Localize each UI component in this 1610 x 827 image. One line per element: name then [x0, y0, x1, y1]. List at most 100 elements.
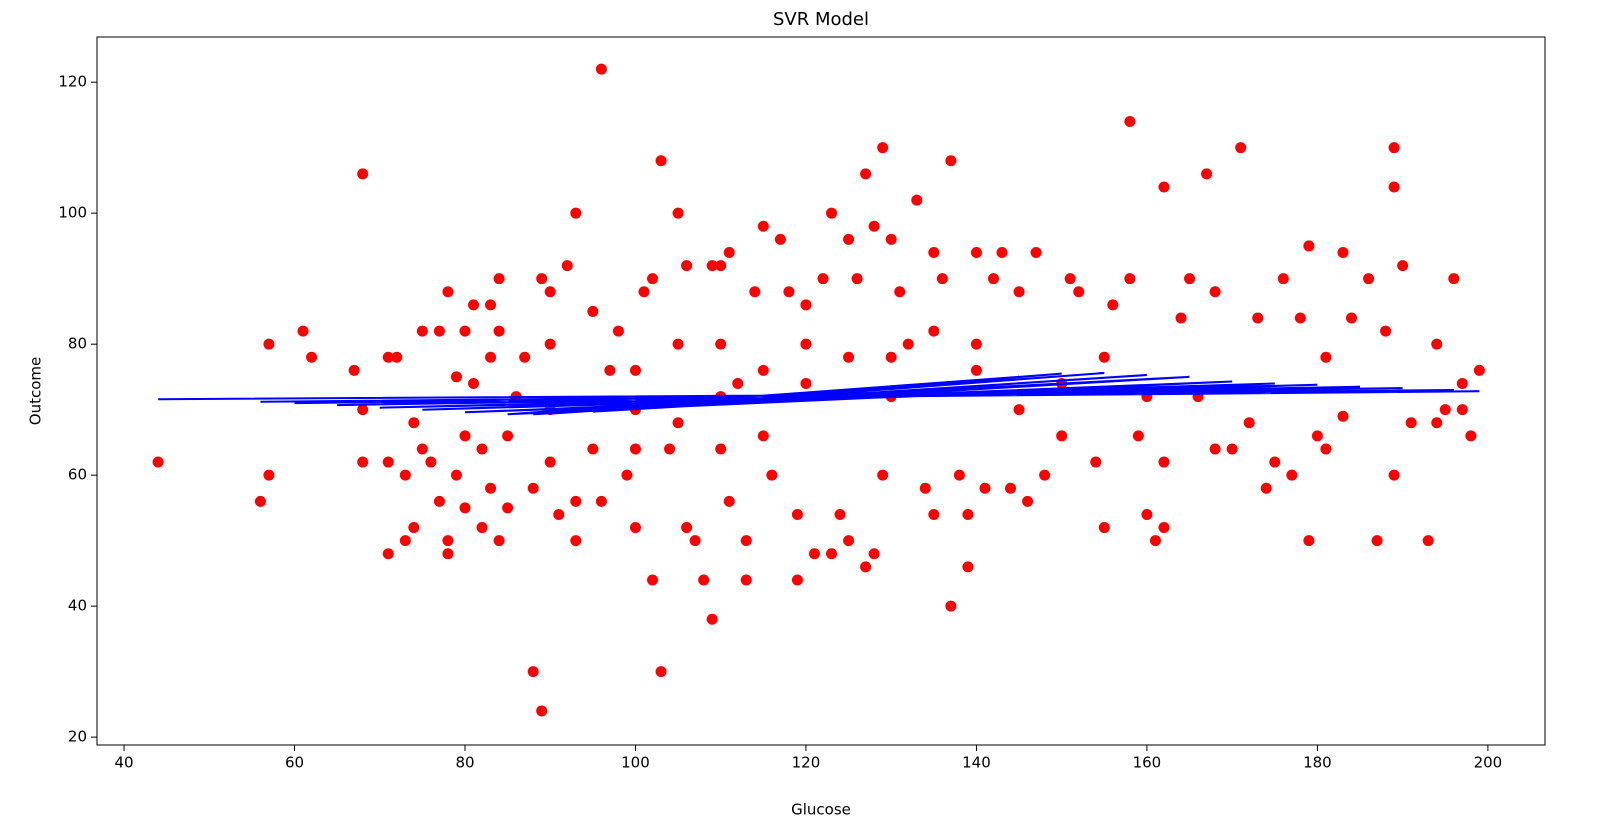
- point: [1311, 430, 1323, 442]
- point: [570, 495, 582, 507]
- point: [587, 443, 599, 455]
- point: [970, 338, 982, 350]
- point: [1363, 273, 1375, 285]
- point: [1405, 417, 1417, 429]
- point: [885, 233, 897, 245]
- point: [1005, 482, 1017, 494]
- point: [919, 482, 931, 494]
- point: [1448, 273, 1460, 285]
- point: [382, 548, 394, 560]
- point: [1098, 351, 1110, 363]
- point: [860, 561, 872, 573]
- point: [1158, 456, 1170, 468]
- point: [425, 456, 437, 468]
- point: [1132, 430, 1144, 442]
- y-axis-label: Outcome: [27, 357, 45, 425]
- point: [783, 286, 795, 298]
- point: [1422, 535, 1434, 547]
- point: [1320, 351, 1332, 363]
- point: [715, 260, 727, 272]
- point: [1175, 312, 1187, 324]
- point: [936, 273, 948, 285]
- x-axis-label: Glucose: [791, 801, 851, 819]
- point: [817, 273, 829, 285]
- point: [570, 535, 582, 547]
- x-tick-label: 100: [621, 754, 650, 772]
- point: [416, 325, 428, 337]
- point: [399, 469, 411, 481]
- point: [655, 155, 667, 167]
- point: [1073, 286, 1085, 298]
- point: [450, 469, 462, 481]
- point: [945, 155, 957, 167]
- point: [1039, 469, 1051, 481]
- y-tick-label: 60: [68, 466, 87, 484]
- point: [544, 286, 556, 298]
- point: [1013, 286, 1025, 298]
- point: [843, 351, 855, 363]
- point: [1388, 469, 1400, 481]
- point: [868, 220, 880, 232]
- point: [433, 495, 445, 507]
- point: [970, 364, 982, 376]
- point: [485, 482, 497, 494]
- point: [1465, 430, 1477, 442]
- chart-title: SVR Model: [773, 9, 869, 30]
- point: [561, 260, 573, 272]
- point: [911, 194, 923, 206]
- point: [928, 325, 940, 337]
- point: [519, 351, 531, 363]
- point: [1124, 115, 1136, 127]
- point: [1201, 168, 1213, 180]
- point: [476, 522, 488, 534]
- point: [1064, 273, 1076, 285]
- plot-frame: [96, 36, 1546, 746]
- point: [1380, 325, 1392, 337]
- point: [459, 502, 471, 514]
- point: [987, 273, 999, 285]
- point: [740, 535, 752, 547]
- point: [629, 522, 641, 534]
- point: [1209, 286, 1221, 298]
- point: [851, 273, 863, 285]
- point: [655, 666, 667, 678]
- point: [970, 246, 982, 258]
- point: [749, 286, 761, 298]
- point: [1294, 312, 1306, 324]
- point: [1098, 522, 1110, 534]
- point: [595, 63, 607, 75]
- point: [706, 613, 718, 625]
- point: [1303, 535, 1315, 547]
- point: [152, 456, 164, 468]
- point: [348, 364, 360, 376]
- point: [740, 574, 752, 586]
- point: [962, 508, 974, 520]
- point: [306, 351, 318, 363]
- point: [382, 456, 394, 468]
- y-tick-label: 120: [58, 73, 87, 91]
- point: [800, 377, 812, 389]
- point: [843, 233, 855, 245]
- point: [1090, 456, 1102, 468]
- point: [1431, 417, 1443, 429]
- point: [1030, 246, 1042, 258]
- point: [868, 548, 880, 560]
- point: [502, 430, 514, 442]
- point: [536, 705, 548, 717]
- point: [493, 273, 505, 285]
- point: [800, 299, 812, 311]
- point: [757, 430, 769, 442]
- point: [757, 364, 769, 376]
- point: [1149, 535, 1161, 547]
- point: [715, 443, 727, 455]
- point: [996, 246, 1008, 258]
- point: [357, 168, 369, 180]
- point: [1158, 522, 1170, 534]
- point: [1209, 443, 1221, 455]
- point: [672, 207, 684, 219]
- point: [706, 260, 718, 272]
- point: [826, 207, 838, 219]
- point: [953, 469, 965, 481]
- point: [1235, 142, 1247, 154]
- point: [1277, 273, 1289, 285]
